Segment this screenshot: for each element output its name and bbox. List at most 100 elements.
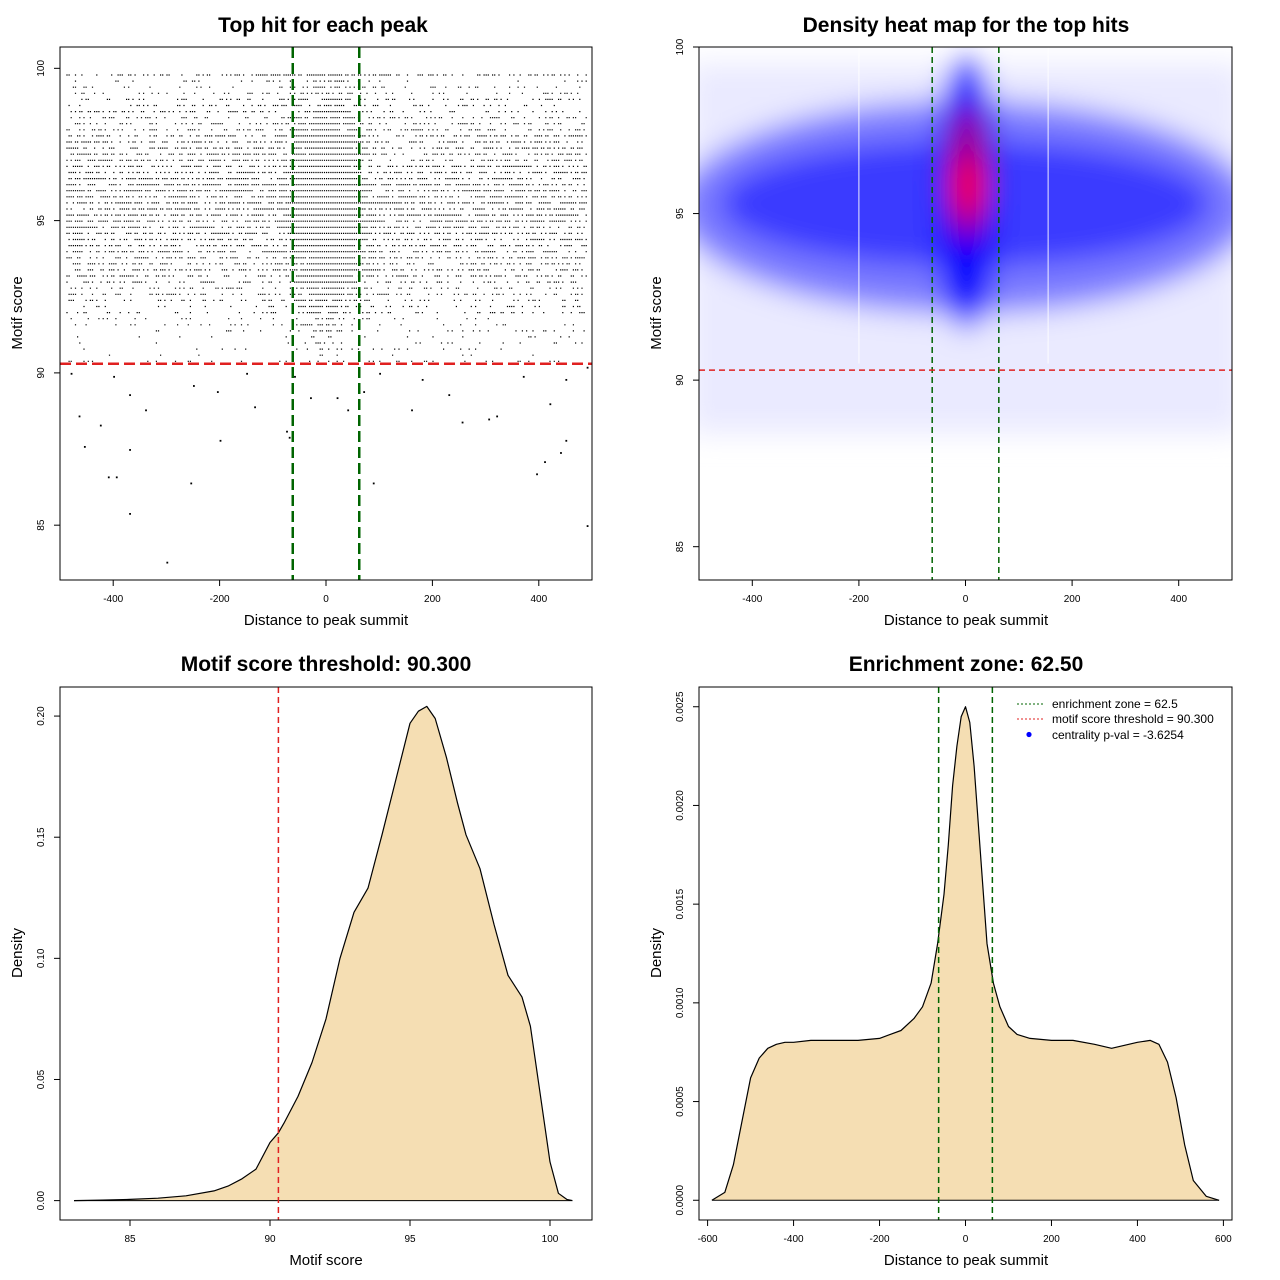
y-tick-label: 85 xyxy=(36,519,47,531)
scatter-title: Top hit for each peak xyxy=(218,14,428,37)
scatter-point xyxy=(288,436,291,439)
scatter-point xyxy=(115,476,118,479)
scatter-point xyxy=(448,394,451,397)
scatter-point-cloud xyxy=(66,74,587,362)
distance-density-plot-area xyxy=(711,706,1220,1201)
panel-scatter: Top hit for each peak -400 -200 0 200 400 85… xyxy=(9,14,593,629)
y-tick-label: 85 xyxy=(675,541,686,553)
x-tick-label: -200 xyxy=(849,594,869,605)
scatter-point xyxy=(560,452,562,454)
scatter-point xyxy=(254,406,256,409)
y-tick-label: 0.15 xyxy=(36,827,47,847)
scatter-point xyxy=(586,366,589,369)
x-tick-label: 600 xyxy=(1215,1234,1232,1245)
score-density-y-axis-label: Density xyxy=(9,927,26,978)
scatter-point xyxy=(166,561,169,564)
scatter-x-axis-label: Distance to peak summit xyxy=(244,612,409,629)
density-fill xyxy=(711,706,1220,1201)
panel-heatmap: Density heat map for the top hits -400 -2… xyxy=(648,14,1233,629)
heatmap-plot-area xyxy=(699,47,1232,434)
distance-density-reference-lines xyxy=(937,687,994,1220)
scatter-point xyxy=(372,482,375,485)
scatter-point xyxy=(99,424,102,427)
x-tick-label: 400 xyxy=(1129,1234,1146,1245)
scatter-point xyxy=(586,525,589,527)
x-tick-label: 100 xyxy=(542,1234,559,1245)
scatter-point xyxy=(113,375,115,378)
scatter-point xyxy=(310,397,312,400)
y-tick-label: 0.0010 xyxy=(675,987,686,1018)
scatter-point xyxy=(536,473,538,476)
x-tick-label: -400 xyxy=(742,594,762,605)
y-tick-label: 90 xyxy=(36,367,47,379)
scatter-point xyxy=(294,375,296,378)
scatter-point xyxy=(129,512,131,515)
y-tick-label: 0.10 xyxy=(36,948,47,968)
legend-centrality-point xyxy=(1026,731,1032,738)
scatter-point xyxy=(145,409,147,412)
scatter-point xyxy=(70,372,73,375)
scatter-y-axis-label: Motif score xyxy=(9,276,26,349)
scatter-reference-lines xyxy=(60,47,592,580)
x-tick-label: -400 xyxy=(103,594,123,605)
score-density-x-ticks: 85 90 95 100 xyxy=(124,1219,559,1245)
y-tick-label: 95 xyxy=(36,215,47,227)
distance-density-x-axis-label: Distance to peak summit xyxy=(884,1252,1049,1269)
y-tick-label: 100 xyxy=(36,60,47,77)
scatter-x-ticks: -400 -200 0 200 400 xyxy=(103,579,548,605)
score-density-y-ticks: 0.00 0.05 0.10 0.15 0.20 xyxy=(36,706,61,1210)
distance-density-x-ticks: -600 -400 -200 0 200 400 600 xyxy=(698,1219,1232,1245)
heatmap-title: Density heat map for the top hits xyxy=(803,14,1130,37)
scatter-point xyxy=(549,403,552,406)
scatter-point xyxy=(421,378,424,381)
scatter-point xyxy=(336,397,339,400)
y-tick-label: 0.05 xyxy=(36,1069,47,1089)
scatter-point xyxy=(246,372,248,375)
x-tick-label: -200 xyxy=(870,1234,890,1245)
scatter-point xyxy=(129,394,131,397)
distance-density-y-axis-label: Density xyxy=(648,927,665,978)
scatter-plot-area xyxy=(66,74,589,564)
y-tick-label: 100 xyxy=(675,38,686,55)
scatter-point xyxy=(190,482,193,485)
heatmap-y-ticks: 85 90 95 100 xyxy=(675,38,700,553)
scatter-point xyxy=(78,415,81,418)
x-tick-label: 200 xyxy=(1043,1234,1060,1245)
x-tick-label: 85 xyxy=(124,1234,136,1245)
x-tick-label: 90 xyxy=(264,1234,276,1245)
scatter-point xyxy=(565,439,568,442)
scatter-point xyxy=(544,461,546,464)
x-tick-label: 95 xyxy=(404,1234,416,1245)
heatmap-density-field xyxy=(699,56,1232,434)
x-tick-label: -600 xyxy=(698,1234,718,1245)
density-fill xyxy=(74,706,573,1201)
y-tick-label: 0.20 xyxy=(36,706,47,726)
scatter-point xyxy=(522,375,525,378)
scatter-point xyxy=(379,372,381,375)
scatter-y-ticks: 85 90 95 100 xyxy=(36,60,61,531)
density-curve xyxy=(711,706,1220,1201)
scatter-point xyxy=(107,476,110,479)
scatter-point xyxy=(488,418,491,421)
panel-distance-density: Enrichment zone: 62.50 -600 -400 -200 0 200 4… xyxy=(648,653,1233,1269)
distance-density-legend: enrichment zone = 62.5 motif score thres… xyxy=(1017,697,1214,742)
distance-density-title: Enrichment zone: 62.50 xyxy=(849,653,1084,676)
y-tick-label: 0.0025 xyxy=(675,691,686,722)
scatter-point xyxy=(286,430,288,433)
scatter-point xyxy=(411,409,413,412)
scatter-point xyxy=(193,385,195,387)
legend-enrichment-zone-label: enrichment zone = 62.5 xyxy=(1052,697,1178,711)
heatmap-y-axis-label: Motif score xyxy=(648,276,665,349)
y-tick-label: 0.0020 xyxy=(675,790,686,821)
x-tick-label: -400 xyxy=(784,1234,804,1245)
distance-density-y-ticks: 0.0000 0.0005 0.0010 0.0015 0.0020 0.0025 xyxy=(675,691,700,1216)
heatmap-x-axis-label: Distance to peak summit xyxy=(884,612,1049,629)
legend-centrality-label: centrality p-val = -3.6254 xyxy=(1052,728,1184,742)
scatter-plot-frame xyxy=(59,46,593,581)
y-tick-label: 0.0005 xyxy=(675,1086,686,1117)
scatter-point xyxy=(496,415,499,418)
x-tick-label: 400 xyxy=(1170,594,1187,605)
density-curve xyxy=(73,705,573,1202)
x-tick-label: 200 xyxy=(424,594,441,605)
